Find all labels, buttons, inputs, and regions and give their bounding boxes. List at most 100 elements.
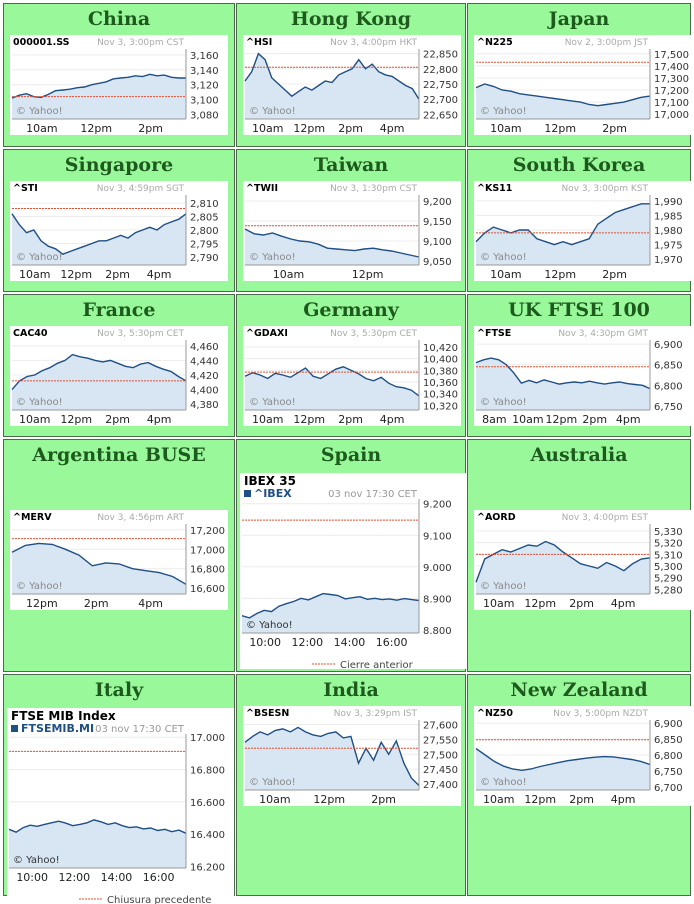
y-tick-label: 6,850 xyxy=(654,361,683,372)
symbol-label: ^GDAXI xyxy=(246,328,288,339)
credit-label: © Yahoo! xyxy=(16,581,63,592)
x-tick-label: 10:00 xyxy=(16,871,48,884)
price-line xyxy=(11,353,187,391)
price-line xyxy=(244,52,420,100)
y-tick-label: 6,800 xyxy=(654,381,683,392)
price-area xyxy=(12,543,186,594)
x-tick-label: 12pm xyxy=(60,268,92,281)
y-tick-label: 1,985 xyxy=(654,211,683,222)
series-swatch xyxy=(244,490,251,497)
timestamp: Nov 3, 3:29pm IST xyxy=(334,709,418,719)
x-tick-label: 2pm xyxy=(602,122,627,135)
y-tick-label: 4,420 xyxy=(190,371,219,382)
x-tick-label: 2pm xyxy=(105,413,130,426)
y-tick-label: 1,970 xyxy=(654,255,683,266)
market-cell: Hong Kong 22,850 22,800 22,750 22,700 22,650 1… xyxy=(236,3,466,147)
price-line xyxy=(475,748,651,772)
stock-chart: 6,900 6,850 6,800 6,750 6,700 10am 12pm 2pm 4pm ©… xyxy=(474,706,692,806)
stock-chart: 6,900 6,850 6,800 6,750 8am 10am 12pm 2pm 4pm © Y… xyxy=(474,326,692,426)
y-tick-label: 22,850 xyxy=(423,50,458,61)
timestamp: Nov 3, 1:30pm CST xyxy=(330,184,417,194)
credit-label: © Yahoo! xyxy=(480,777,527,788)
x-tick-label: 10am xyxy=(483,597,514,610)
y-tick-label: 16,800 xyxy=(190,565,225,576)
x-tick-label: 12pm xyxy=(544,122,576,135)
x-tick-label: 12pm xyxy=(80,122,112,135)
x-tick-label: 2pm xyxy=(569,597,594,610)
stock-chart: 4,460 4,440 4,420 4,400 4,380 10am 12pm 2pm 4pm ©… xyxy=(10,326,228,426)
price-area xyxy=(245,366,419,410)
market-title: Singapore xyxy=(64,154,174,176)
y-tick-label: 27,400 xyxy=(423,780,458,791)
timestamp: Nov 3, 4:59pm SGT xyxy=(97,184,185,194)
series-label: ^IBEX xyxy=(254,487,292,500)
x-tick-label: 10am xyxy=(512,413,543,426)
x-tick-label: 12pm xyxy=(524,597,556,610)
market-cell: Taiwan 9,200 9,150 9,100 9,050 10am 12pm © Yaho… xyxy=(236,149,466,292)
x-tick-label: 12pm xyxy=(26,597,58,610)
price-area xyxy=(476,84,650,119)
market-cell: France 4,460 4,440 4,420 4,400 4,380 10am 12pm 2… xyxy=(3,294,235,437)
market-title: France xyxy=(82,299,156,321)
y-tick-label: 8.800 xyxy=(423,626,452,637)
y-tick-label: 5,310 xyxy=(654,550,683,561)
y-tick-label: 17,200 xyxy=(654,86,689,97)
y-tick-label: 16.800 xyxy=(190,766,225,777)
x-tick-label: 12pm xyxy=(293,122,325,135)
symbol-label: ^FTSE xyxy=(477,328,511,339)
x-tick-label: 10am xyxy=(252,413,283,426)
price-area xyxy=(476,748,650,790)
market-title: Argentina BUSE xyxy=(32,444,206,466)
y-tick-label: 17.000 xyxy=(190,733,225,744)
x-tick-label: 2pm xyxy=(371,793,396,806)
credit-label: © Yahoo! xyxy=(249,397,296,408)
x-tick-label: 4pm xyxy=(147,268,172,281)
y-tick-label: 10,320 xyxy=(423,401,458,412)
y-tick-label: 9,050 xyxy=(423,257,452,268)
price-line xyxy=(475,540,651,583)
x-tick-label: 10am xyxy=(19,268,50,281)
x-tick-label: 2pm xyxy=(602,268,627,281)
x-tick-label: 12pm xyxy=(60,413,92,426)
y-tick-label: 9,150 xyxy=(423,217,452,228)
y-tick-label: 16.600 xyxy=(190,798,225,809)
credit-label: © Yahoo! xyxy=(16,397,63,408)
timestamp: Nov 3, 4:56pm ART xyxy=(97,513,184,523)
stock-chart: 27,600 27,550 27,500 27,450 27,400 10am 12pm 2p… xyxy=(243,706,461,806)
credit-label: © Yahoo! xyxy=(249,252,296,263)
x-tick-label: 16:00 xyxy=(143,871,175,884)
y-tick-label: 3,160 xyxy=(190,51,219,62)
x-tick-label: 10am xyxy=(19,413,50,426)
legend-label: Cierre anterior xyxy=(340,660,414,669)
price-area xyxy=(245,229,419,265)
x-tick-label: 2pm xyxy=(105,268,130,281)
y-tick-label: 10,400 xyxy=(423,355,458,366)
market-title: New Zealand xyxy=(510,679,648,701)
price-line xyxy=(475,203,650,246)
symbol-label: ^MERV xyxy=(13,512,52,523)
chart-title: IBEX 35 xyxy=(244,474,296,488)
stock-chart: 9,200 9,150 9,100 9,050 10am 12pm © Yahoo! ^TWI… xyxy=(243,181,461,281)
price-area xyxy=(242,593,419,633)
market-title: Germany xyxy=(303,299,399,321)
market-title: India xyxy=(323,679,379,701)
timestamp: Nov 3, 5:30pm CET xyxy=(330,329,417,339)
credit-label: © Yahoo! xyxy=(16,252,63,263)
x-tick-label: 2pm xyxy=(569,793,594,806)
x-tick-label: 10am xyxy=(273,268,304,281)
symbol-label: ^AORD xyxy=(477,512,516,523)
y-tick-label: 22,650 xyxy=(423,110,458,121)
x-tick-label: 2pm xyxy=(338,122,363,135)
symbol-label: ^BSESN xyxy=(246,708,289,719)
symbol-label: ^HSI xyxy=(246,37,272,48)
y-tick-label: 17,500 xyxy=(654,50,689,61)
symbol-label: ^NZ50 xyxy=(477,708,513,719)
x-tick-label: 12pm xyxy=(352,268,384,281)
credit-label: © Yahoo! xyxy=(16,106,63,117)
stock-chart: 1,990 1,985 1,980 1,975 1,970 10am 12pm 2pm © Ya… xyxy=(474,181,692,281)
market-title: Taiwan xyxy=(313,154,389,176)
y-tick-label: 4,380 xyxy=(190,400,219,411)
y-tick-label: 4,440 xyxy=(190,356,219,367)
x-tick-label: 12pm xyxy=(313,793,345,806)
x-tick-label: 12pm xyxy=(524,793,556,806)
